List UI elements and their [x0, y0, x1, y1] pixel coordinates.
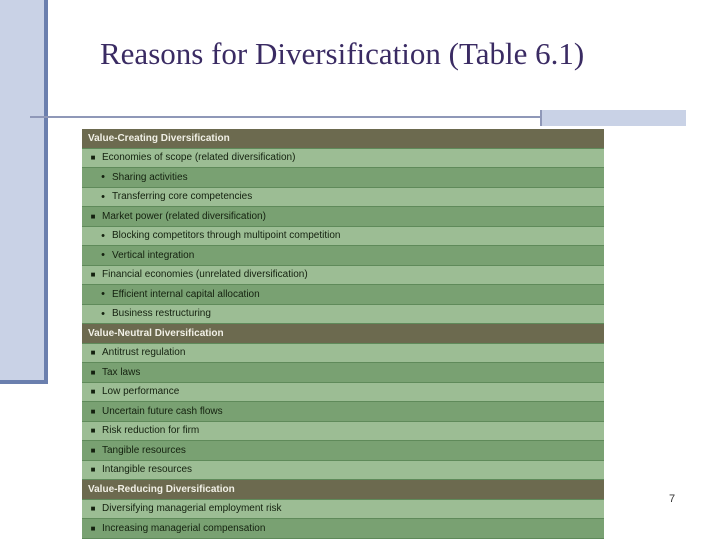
- row-text: Blocking competitors through multipoint …: [112, 230, 341, 242]
- row-text: Vertical integration: [112, 249, 195, 261]
- section-header-label: Value-Creating Diversification: [88, 132, 230, 144]
- left-accent-bar: [0, 0, 48, 384]
- bullet-dot-icon: •: [101, 190, 105, 203]
- slide-title: Reasons for Diversification (Table 6.1): [100, 36, 585, 71]
- table-row: ■ Intangible resources: [82, 460, 604, 480]
- title-rule-line: [30, 116, 684, 118]
- table-row: ■ Tax laws: [82, 363, 604, 383]
- table-row: ■ Financial economies (unrelated diversif…: [82, 265, 604, 285]
- bullet-square-icon: ■: [90, 367, 96, 377]
- bullet-dot-icon: •: [101, 307, 105, 320]
- row-text: Market power (related diversification): [102, 210, 266, 222]
- table-sub-row: • Business restructuring: [82, 304, 604, 324]
- bullet-dot-icon: •: [101, 249, 105, 262]
- row-text: Uncertain future cash flows: [102, 405, 223, 417]
- table-sub-row: • Sharing activities: [82, 168, 604, 188]
- table-row: ■ Increasing managerial compensation: [82, 519, 604, 539]
- row-text: Antitrust regulation: [102, 347, 186, 359]
- bullet-square-icon: ■: [90, 153, 96, 163]
- row-text: Tax laws: [102, 366, 141, 378]
- row-text: Financial economies (unrelated diversifi…: [102, 269, 308, 281]
- row-text: Business restructuring: [112, 308, 211, 320]
- row-text: Intangible resources: [102, 464, 193, 476]
- row-text: Transferring core competencies: [112, 191, 253, 203]
- diversification-table: Value-Creating Diversification ■ Economies…: [82, 129, 604, 539]
- row-text: Diversifying managerial employment risk: [102, 503, 282, 515]
- section-header-label: Value-Neutral Diversification: [88, 327, 224, 339]
- table-row: ■ Low performance: [82, 382, 604, 402]
- left-accent-bar-edge: [0, 380, 48, 384]
- row-text: Efficient internal capital allocation: [112, 288, 260, 300]
- table-section-header: Value-Neutral Diversification: [82, 324, 604, 344]
- table-row: ■ Antitrust regulation: [82, 343, 604, 363]
- title-rule-box: [540, 110, 686, 126]
- row-text: Low performance: [102, 386, 180, 398]
- table-row: ■ Diversifying managerial employment risk: [82, 499, 604, 519]
- bullet-square-icon: ■: [90, 270, 96, 280]
- table-sub-row: • Transferring core competencies: [82, 187, 604, 207]
- row-text: Economies of scope (related diversificat…: [102, 152, 296, 164]
- table-sub-row: • Blocking competitors through multipoint…: [82, 226, 604, 246]
- bullet-square-icon: ■: [90, 406, 96, 416]
- table-section-header: Value-Creating Diversification: [82, 129, 604, 149]
- table-sub-row: • Efficient internal capital allocation: [82, 285, 604, 305]
- table-sub-row: • Vertical integration: [82, 246, 604, 266]
- page-number: 7: [668, 493, 676, 505]
- row-text: Tangible resources: [102, 444, 186, 456]
- table-section-header: Value-Reducing Diversification: [82, 480, 604, 500]
- bullet-square-icon: ■: [90, 445, 96, 455]
- bullet-dot-icon: •: [101, 171, 105, 184]
- row-text: Increasing managerial compensation: [102, 522, 266, 534]
- row-text: Sharing activities: [112, 171, 188, 183]
- bullet-square-icon: ■: [90, 348, 96, 358]
- bullet-dot-icon: •: [101, 288, 105, 301]
- bullet-square-icon: ■: [90, 426, 96, 436]
- bullet-dot-icon: •: [101, 229, 105, 242]
- table-row: ■ Market power (related diversification): [82, 207, 604, 227]
- table-row: ■ Risk reduction for firm: [82, 421, 604, 441]
- table-row: ■ Tangible resources: [82, 441, 604, 461]
- bullet-square-icon: ■: [90, 523, 96, 533]
- table-row: ■ Uncertain future cash flows: [82, 402, 604, 422]
- row-text: Risk reduction for firm: [102, 425, 200, 437]
- section-header-label: Value-Reducing Diversification: [88, 483, 235, 495]
- bullet-square-icon: ■: [90, 465, 96, 475]
- bullet-square-icon: ■: [90, 504, 96, 514]
- table-row: ■ Economies of scope (related diversifica…: [82, 148, 604, 168]
- bullet-square-icon: ■: [90, 211, 96, 221]
- bullet-square-icon: ■: [90, 387, 96, 397]
